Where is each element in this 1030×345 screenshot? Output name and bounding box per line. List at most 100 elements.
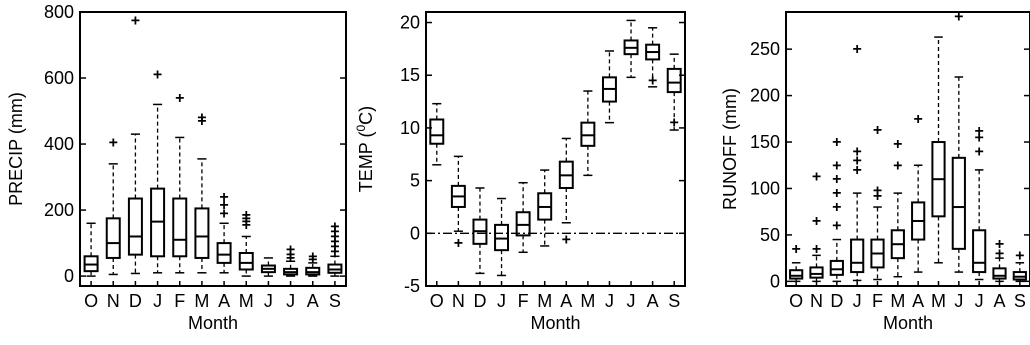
- box-iqr: [194, 207, 210, 259]
- chart-panel-3: + ++++++++++++++++++++++++++0501001502002…: [720, 9, 1030, 333]
- outlier-marker: +: [812, 168, 821, 185]
- y-tick-label: 250: [750, 39, 780, 59]
- box-iqr: [429, 118, 445, 145]
- outlier-marker: +: [308, 248, 317, 265]
- outlier-marker: +: [330, 219, 339, 236]
- box-J: +++: [283, 242, 299, 277]
- y-tick-label: 600: [44, 68, 74, 88]
- outlier-marker: +: [974, 123, 983, 140]
- outlier-marker: +: [852, 162, 861, 179]
- box-M: [580, 90, 596, 177]
- outlier-marker: +: [832, 134, 841, 151]
- outlier-marker: +: [974, 129, 983, 146]
- x-tick-label: O: [789, 291, 803, 311]
- outlier-marker: +: [852, 41, 861, 58]
- plot-frame: [785, 11, 1030, 287]
- outlier-marker: +: [175, 90, 184, 107]
- box-N: + + +: [809, 168, 824, 283]
- y-tick-label: 200: [750, 86, 780, 106]
- outlier-marker: +: [852, 143, 861, 160]
- x-tick-label: S: [668, 291, 680, 311]
- outlier-marker: +: [562, 232, 571, 249]
- outlier-marker: +: [330, 224, 339, 241]
- x-tick-label: M: [239, 291, 254, 311]
- box-S: +: [1012, 247, 1027, 283]
- box-N: +: [105, 134, 121, 276]
- outlier-marker: +: [812, 213, 821, 230]
- box-J: +++: [972, 123, 987, 281]
- outlier-marker: +: [286, 250, 295, 267]
- box-J: [623, 19, 639, 79]
- outlier-marker: +: [832, 218, 841, 235]
- box-J: +: [150, 67, 166, 274]
- box-O: [429, 102, 445, 166]
- outlier-marker: +: [330, 243, 339, 260]
- box-O: [83, 222, 99, 277]
- x-tick-label: F: [872, 291, 883, 311]
- box-M: [537, 169, 553, 247]
- box-S: +: [666, 53, 682, 132]
- outlier-marker: +: [812, 241, 821, 258]
- y-tick-label: 15: [400, 65, 420, 85]
- y-axis-label: RUNOFF (mm): [720, 88, 740, 210]
- x-tick-label: F: [518, 291, 529, 311]
- x-tick-label: N: [107, 291, 120, 311]
- box-iqr: [951, 156, 966, 250]
- outlier-marker: +: [974, 143, 983, 160]
- outlier-marker: +: [330, 233, 339, 250]
- plot-frame: [79, 11, 347, 287]
- outlier-marker: +: [995, 236, 1004, 253]
- x-axis-label: Month: [188, 313, 238, 333]
- box-iqr: [216, 242, 232, 264]
- x-tick-label: J: [153, 291, 162, 311]
- box-J: [260, 257, 276, 277]
- y-tick-label: 800: [44, 2, 74, 22]
- box-A: +++: [216, 189, 232, 274]
- x-tick-label: A: [307, 291, 319, 311]
- x-tick-label: J: [264, 291, 273, 311]
- box-J: +: [951, 9, 966, 273]
- outlier-marker: +: [873, 188, 882, 205]
- y-axis-label-superscript: 0: [354, 125, 368, 132]
- y-tick-label: 0: [410, 223, 420, 243]
- outlier-marker: +: [832, 157, 841, 174]
- y-tick-label: 100: [750, 178, 780, 198]
- x-tick-label: N: [810, 291, 823, 311]
- x-tick-label: A: [993, 291, 1005, 311]
- y-tick-label: 5: [410, 171, 420, 191]
- box-A: ++: [992, 236, 1007, 283]
- outlier-marker: +: [242, 217, 251, 234]
- outlier-marker: +: [913, 111, 922, 128]
- box-M: ++: [194, 110, 210, 274]
- box-iqr: [172, 197, 188, 258]
- outlier-marker: +: [219, 197, 228, 214]
- y-tick-label: 50: [760, 225, 780, 245]
- plot-frame: [425, 11, 686, 287]
- box-D: +: [127, 12, 143, 275]
- box-iqr: [666, 67, 682, 94]
- box-iqr: [515, 211, 531, 237]
- y-axis-label-part: C): [356, 106, 376, 125]
- box-iqr: [127, 197, 143, 256]
- y-tick-label: 150: [750, 132, 780, 152]
- box-A: ++: [305, 248, 321, 277]
- outlier-marker: +: [286, 242, 295, 259]
- outlier-marker: +: [648, 73, 657, 90]
- y-axis-label: TEMP (0C): [354, 106, 376, 192]
- x-tick-label: D: [129, 291, 142, 311]
- box-A: +: [558, 137, 574, 249]
- outlier-marker: +: [995, 245, 1004, 262]
- box-A: +: [911, 111, 926, 273]
- outlier-marker: +: [242, 207, 251, 224]
- x-tick-label: S: [329, 291, 341, 311]
- box-M: ++: [890, 136, 905, 278]
- box-D: ++++++: [829, 134, 844, 283]
- outlier-marker: +: [893, 136, 902, 153]
- x-tick-label: J: [497, 291, 506, 311]
- x-tick-label: A: [560, 291, 572, 311]
- outlier-marker: +: [454, 235, 463, 252]
- box-J: [494, 197, 510, 277]
- x-tick-label: M: [931, 291, 946, 311]
- x-tick-label: J: [286, 291, 295, 311]
